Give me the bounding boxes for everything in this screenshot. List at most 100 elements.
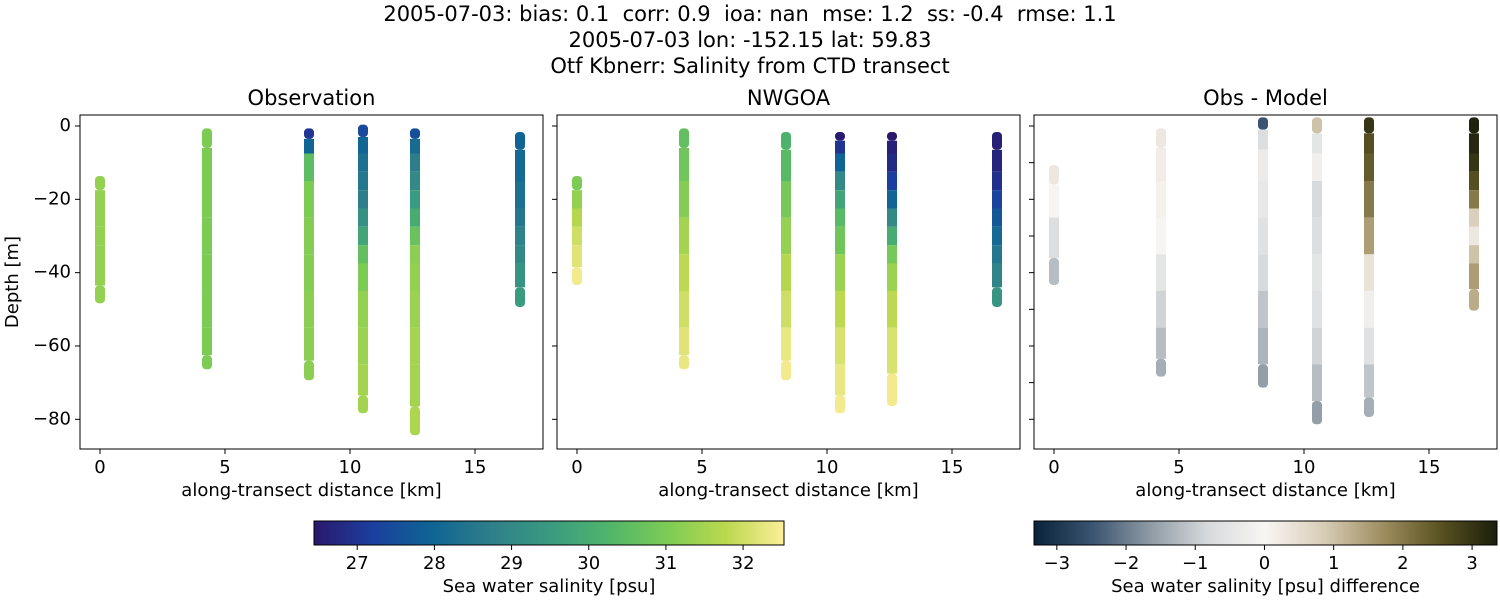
profile-point (358, 124, 368, 137)
profile-point (304, 128, 314, 139)
x-tick-label: 10 (1293, 457, 1316, 478)
profile-point (1312, 254, 1322, 291)
profile-point (358, 364, 368, 396)
profile-point (781, 131, 791, 150)
profile-point (1364, 133, 1374, 154)
profile-point (358, 190, 368, 209)
profile-point (410, 290, 420, 328)
x-axis-label: along-transect distance [km] (1135, 480, 1395, 501)
profile-point (1258, 364, 1268, 388)
profile-point (572, 267, 582, 285)
profile-point (202, 290, 212, 328)
profile-point (887, 140, 897, 154)
colorbar-tick-label: 27 (346, 553, 369, 574)
profile-point (572, 226, 582, 246)
profile-point (992, 149, 1002, 172)
profile-point (835, 153, 845, 172)
y-axis-label: Depth [m] (2, 236, 23, 328)
profile-point (781, 180, 791, 218)
profile-point (410, 263, 420, 291)
profile-point (410, 327, 420, 365)
x-tick-label: 5 (1173, 457, 1184, 478)
profile-point (358, 136, 368, 154)
profile-point (781, 290, 791, 328)
y-tick-label: −80 (33, 408, 71, 429)
profile-point (202, 180, 212, 218)
profile-point (1258, 290, 1268, 328)
profile-point (410, 153, 420, 172)
profile-point (410, 138, 420, 154)
profile-point (1312, 153, 1322, 181)
profile-point (515, 263, 525, 288)
profile-point (304, 290, 314, 328)
profile-point (1156, 290, 1166, 328)
profile-point (835, 190, 845, 209)
profile-point (1312, 180, 1322, 218)
panel-title: Obs - Model (1203, 86, 1328, 110)
profile-point (358, 395, 368, 414)
profile-point (1312, 400, 1322, 425)
profile-point (1049, 184, 1059, 218)
profile-point (1364, 117, 1374, 134)
profile-point (1258, 180, 1268, 218)
x-tick-label: 5 (219, 457, 230, 478)
profile-point (1156, 358, 1166, 377)
profile-point (410, 406, 420, 436)
profile-point (887, 226, 897, 246)
profile-point (835, 171, 845, 191)
profile-point (410, 171, 420, 191)
colorbar-tick-label: 29 (500, 553, 523, 574)
profile-point (1469, 190, 1479, 209)
profile-point (95, 226, 105, 246)
profile-point (679, 254, 689, 291)
profile-point (1364, 254, 1374, 291)
profile-point (1156, 254, 1166, 291)
profile-point (1258, 327, 1268, 365)
profile-point (202, 327, 212, 356)
profile-point (304, 217, 314, 255)
profile-point (835, 226, 845, 255)
profile-point (304, 254, 314, 291)
colorbar-tick-label: 1 (1328, 553, 1339, 574)
profile-point (679, 147, 689, 181)
profile-point (887, 131, 897, 141)
profile-point (95, 190, 105, 209)
profile-point (1469, 171, 1479, 191)
profile-point (1156, 327, 1166, 359)
x-tick-label: 5 (696, 457, 707, 478)
profile-point (1258, 129, 1268, 150)
profile-point (1469, 289, 1479, 311)
profile-point (202, 217, 212, 255)
title-line: 2005-07-03: bias: 0.1 corr: 0.9 ioa: nan… (383, 2, 1116, 26)
x-tick-label: 0 (1048, 457, 1059, 478)
profile-point (887, 290, 897, 328)
profile-point (95, 285, 105, 304)
x-tick-label: 10 (816, 457, 839, 478)
profile-point (887, 190, 897, 209)
profile-point (304, 360, 314, 381)
y-tick-label: −60 (33, 335, 71, 356)
profile-point (358, 208, 368, 227)
profile-point (835, 290, 845, 328)
panel-title: Observation (248, 86, 376, 110)
y-tick-label: −20 (33, 188, 71, 209)
colorbar-tick-label: 2 (1397, 553, 1408, 574)
profile-point (1469, 208, 1479, 227)
profile-point (1258, 254, 1268, 291)
profile-point (1258, 117, 1268, 130)
profile-point (781, 149, 791, 181)
profile-point (992, 171, 1002, 191)
profile-point (1156, 128, 1166, 148)
profile-point (304, 138, 314, 154)
profile-point (679, 327, 689, 356)
profile-point (572, 175, 582, 191)
colorbar-tick-label: 32 (732, 553, 755, 574)
profile-point (358, 263, 368, 291)
profile-point (1364, 364, 1374, 398)
profile-point (887, 245, 897, 264)
profile-point (515, 208, 525, 227)
profile-point (992, 190, 1002, 209)
profile-point (1364, 290, 1374, 328)
profile-point (1156, 147, 1166, 181)
x-tick-label: 15 (464, 457, 487, 478)
